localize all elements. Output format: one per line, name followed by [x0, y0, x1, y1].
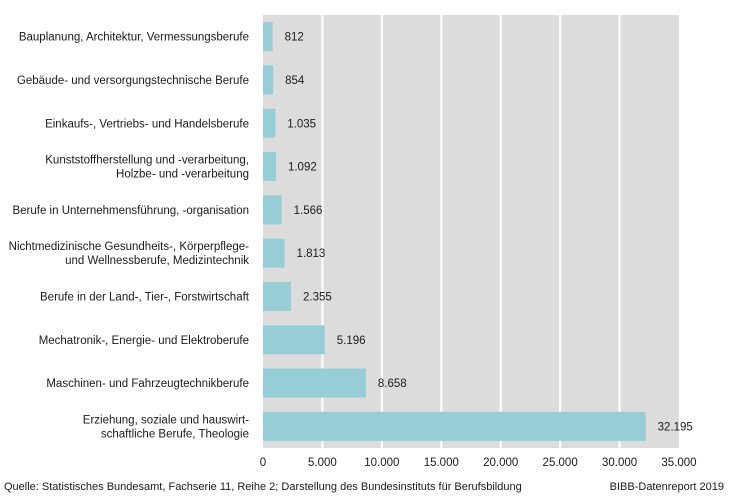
x-tick-label: 20.000: [483, 457, 518, 469]
bar: [263, 22, 273, 52]
value-label: 1.566: [294, 205, 323, 217]
category-label: Berufe in der Land-, Tier-, Forstwirtsch…: [40, 291, 250, 303]
value-label: 1.092: [288, 162, 317, 174]
bar: [263, 108, 276, 138]
bar: [263, 281, 291, 311]
report-brand: BIBB-Datenreport 2019: [609, 481, 724, 493]
bar: [263, 152, 276, 182]
bars: [263, 22, 646, 441]
bar: [263, 195, 282, 225]
x-axis-ticks: 0 5.000 10.000 15.000 20.000 25.000 30.000 35.0…: [260, 457, 697, 469]
x-tick-label: 30.000: [602, 457, 637, 469]
value-label: 5.196: [337, 335, 366, 347]
category-labels: Bauplanung, Architektur, Vermessungsberu…: [9, 32, 250, 441]
bar: [263, 65, 274, 95]
category-label: Mechatronik-, Energie- und Elektroberufe: [39, 335, 249, 347]
x-tick-label: 5.000: [308, 457, 337, 469]
x-tick-label: 0: [260, 457, 266, 469]
x-tick-label: 35.000: [661, 457, 696, 469]
value-label: 1.813: [297, 248, 326, 260]
source-note: Quelle: Statistisches Bundesamt, Fachser…: [4, 481, 522, 493]
value-label: 812: [285, 32, 304, 44]
category-label: Kunststoffherstellung und -verarbeitung,…: [45, 155, 249, 181]
bar: [263, 238, 285, 268]
category-label: Gebäude- und versorgungstechnische Beruf…: [17, 75, 249, 87]
value-label: 854: [285, 75, 305, 87]
value-label: 1.035: [287, 118, 316, 130]
bar: [263, 411, 646, 441]
category-label: Nichtmedizinische Gesundheits-, Körperpf…: [9, 241, 250, 267]
value-label: 32.195: [658, 421, 693, 433]
value-label: 8.658: [378, 378, 407, 390]
bar: [263, 368, 366, 398]
value-label: 2.355: [303, 291, 332, 303]
x-tick-label: 15.000: [424, 457, 459, 469]
x-tick-label: 10.000: [364, 457, 399, 469]
bar-chart: Bauplanung, Architektur, Vermessungsberu…: [9, 15, 697, 469]
value-labels: 812 854 1.035 1.092 1.566 1.813 2.355 5.196 8.65…: [285, 32, 693, 434]
bar: [263, 325, 325, 355]
x-tick-label: 25.000: [543, 457, 578, 469]
category-label: Erziehung, soziale und hauswirt-schaftli…: [83, 414, 249, 440]
category-label: Maschinen- und Fahrzeugtechnikberufe: [46, 378, 249, 390]
category-label: Bauplanung, Architektur, Vermessungsberu…: [19, 32, 249, 44]
category-label: Berufe in Unternehmensführung, -organisa…: [12, 205, 249, 217]
category-label: Einkaufs-, Vertriebs- und Handelsberufe: [45, 118, 249, 130]
gridlines: [321, 15, 621, 448]
